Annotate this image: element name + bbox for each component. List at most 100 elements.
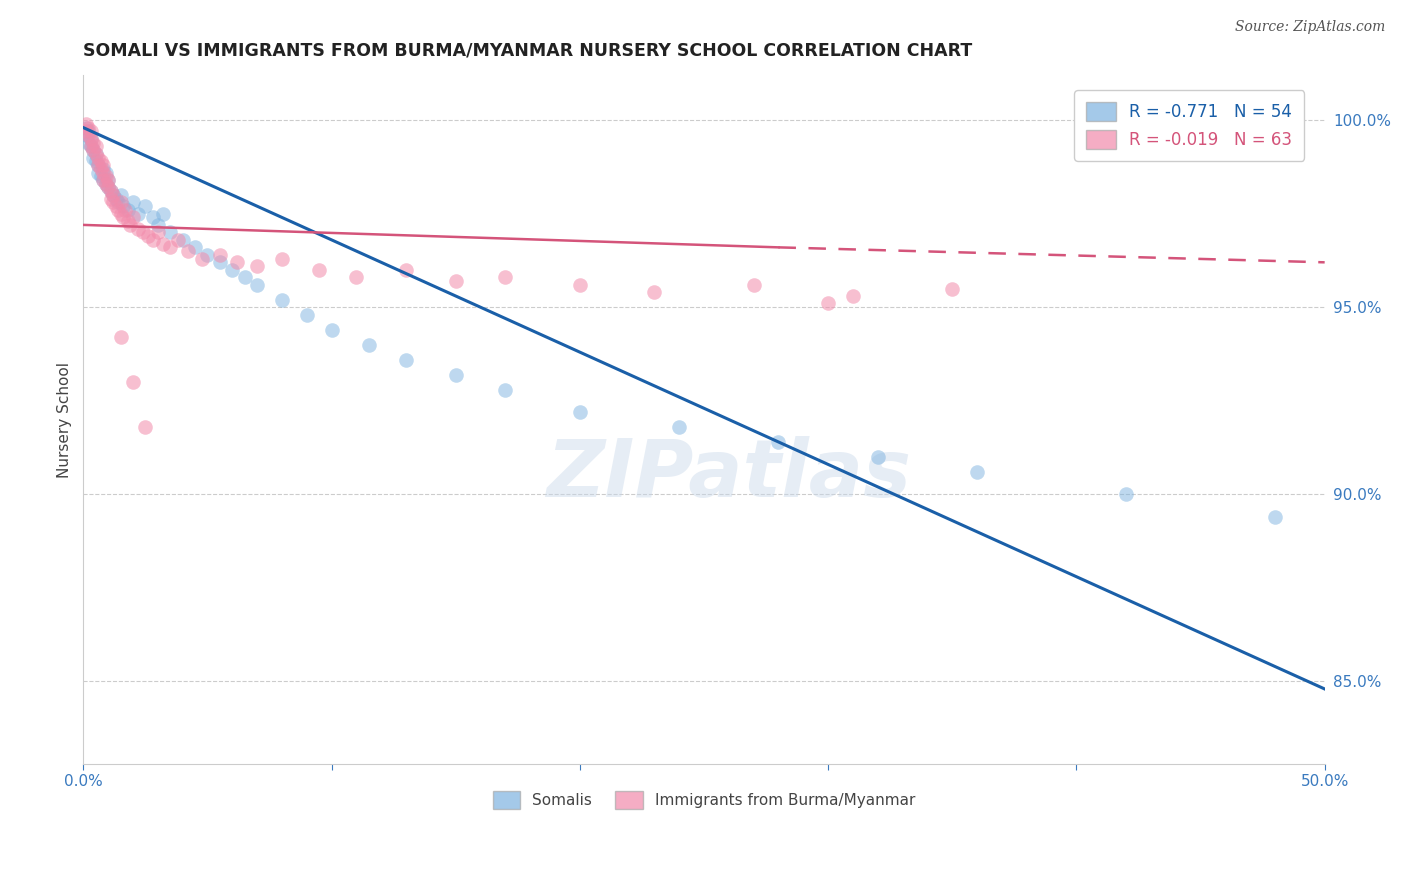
Point (101, 195, 124, 210)
Legend: Somalis, Immigrants from Burma/Myanmar: Somalis, Immigrants from Burma/Myanmar (486, 785, 921, 814)
Point (159, 226, 181, 240)
Point (246, 277, 269, 292)
Text: SOMALI VS IMMIGRANTS FROM BURMA/MYANMAR NURSERY SCHOOL CORRELATION CHART: SOMALI VS IMMIGRANTS FROM BURMA/MYANMAR … (83, 42, 973, 60)
Point (75, 124, 97, 138)
Point (97, 180, 120, 194)
Point (295, 308, 318, 322)
Point (134, 199, 156, 213)
Point (122, 375, 145, 389)
Point (122, 211, 145, 225)
Point (941, 281, 963, 295)
Point (91, 161, 114, 176)
Point (87, 165, 110, 179)
Point (110, 188, 132, 202)
Point (110, 195, 132, 210)
Point (966, 465, 988, 479)
Point (114, 202, 136, 217)
Point (110, 330, 132, 344)
Point (87, 151, 110, 165)
Point (166, 233, 188, 247)
Point (82, 143, 104, 157)
Point (104, 192, 127, 206)
Point (668, 420, 690, 434)
Point (817, 296, 839, 310)
Y-axis label: Nursery School: Nursery School (58, 361, 72, 477)
Point (101, 188, 124, 202)
Point (395, 262, 418, 277)
Point (842, 289, 865, 303)
Point (184, 240, 207, 254)
Point (176, 244, 198, 259)
Point (97, 180, 120, 194)
Point (142, 211, 165, 225)
Point (107, 195, 129, 210)
Point (308, 262, 330, 277)
Point (146, 226, 169, 240)
Point (172, 233, 194, 247)
Point (84, 146, 107, 161)
Point (84, 154, 107, 169)
Point (271, 293, 294, 307)
Point (132, 226, 155, 240)
Point (77, 128, 100, 142)
Point (233, 270, 256, 285)
Point (94, 177, 117, 191)
Point (152, 207, 174, 221)
Point (82, 136, 104, 150)
Point (271, 252, 294, 266)
Point (643, 285, 665, 300)
Point (395, 352, 418, 367)
Point (91, 158, 114, 172)
Point (100, 184, 122, 198)
Point (866, 450, 889, 464)
Point (97, 173, 120, 187)
Point (122, 195, 145, 210)
Point (1264, 509, 1286, 524)
Point (152, 236, 174, 251)
Point (1115, 487, 1137, 501)
Point (91, 165, 114, 179)
Point (80, 132, 103, 146)
Point (100, 192, 122, 206)
Point (80, 139, 103, 153)
Point (101, 188, 124, 202)
Point (568, 277, 591, 292)
Point (344, 270, 367, 285)
Point (127, 207, 149, 221)
Point (80, 124, 103, 138)
Point (357, 337, 380, 351)
Point (84, 146, 107, 161)
Point (87, 158, 110, 172)
Point (94, 165, 117, 179)
Point (84, 139, 107, 153)
Point (90, 161, 112, 176)
Point (142, 233, 165, 247)
Point (100, 184, 122, 198)
Point (75, 120, 97, 135)
Point (117, 214, 139, 228)
Point (75, 128, 97, 142)
Point (246, 259, 269, 273)
Point (768, 434, 790, 449)
Point (120, 218, 142, 232)
Point (321, 323, 343, 337)
Point (91, 173, 114, 187)
Point (94, 169, 117, 184)
Point (110, 207, 132, 221)
Point (444, 368, 467, 382)
Point (146, 218, 169, 232)
Point (221, 262, 243, 277)
Point (127, 221, 149, 235)
Text: Source: ZipAtlas.com: Source: ZipAtlas.com (1234, 20, 1385, 34)
Point (87, 158, 110, 172)
Point (208, 248, 231, 262)
Point (82, 151, 104, 165)
Point (107, 202, 129, 217)
Point (159, 240, 181, 254)
Point (97, 173, 120, 187)
Point (104, 199, 127, 213)
Point (134, 420, 156, 434)
Point (742, 277, 765, 292)
Point (80, 139, 103, 153)
Point (568, 405, 591, 419)
